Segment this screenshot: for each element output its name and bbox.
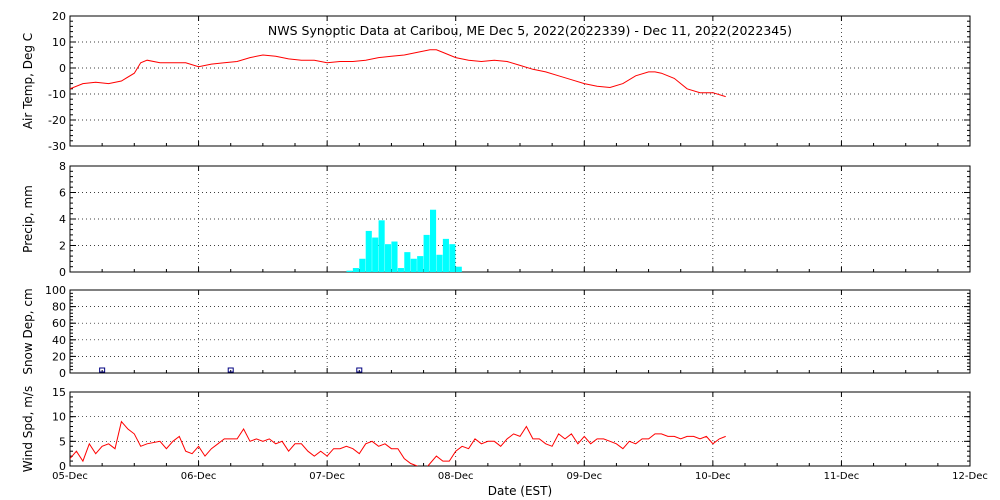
precip-marks (346, 209, 462, 272)
precip-ytick-label: 4 (59, 213, 66, 226)
snow-depth-ytick-label: 0 (59, 367, 66, 380)
air-temp-ytick-label: 20 (52, 10, 66, 23)
precip-bar (397, 268, 404, 272)
wind-speed-ytick-label: 5 (59, 435, 66, 448)
wind-speed-marks (70, 420, 726, 466)
snow-depth-point (356, 367, 363, 373)
snow-depth-ylabel: Snow Dep, cm (21, 288, 35, 374)
precip-bar (404, 252, 411, 272)
precip-ytick-label: 6 (59, 187, 66, 200)
precip-bar (449, 244, 456, 272)
x-tick-label: 07-Dec (309, 471, 345, 482)
x-tick-label: 05-Dec (52, 471, 88, 482)
precip-bar (455, 266, 462, 272)
precip-ytick-label: 8 (59, 160, 66, 173)
air-temp-ytick-label: 0 (59, 62, 66, 75)
x-axis-label: Date (EST) (488, 484, 552, 498)
wind-speed-ylabel: Wind Spd, m/s (21, 386, 35, 472)
snow-depth-ytick-label: 80 (52, 301, 66, 314)
precip-bar (359, 258, 366, 272)
precip-ytick-label: 2 (59, 240, 66, 253)
air-temp-ytick-label: -30 (48, 140, 66, 153)
precip-panel: 8 6 4 2 0 Precip, mm (21, 160, 971, 279)
precip-bar (410, 258, 417, 272)
wind-speed-ytick-label: 15 (52, 386, 66, 399)
chart-title: NWS Synoptic Data at Caribou, ME Dec 5, … (268, 23, 792, 38)
snow-depth-point (227, 367, 234, 373)
precip-bar (423, 234, 430, 272)
x-tick-label: 06-Dec (181, 471, 217, 482)
x-tick-label: 12-Dec (952, 471, 988, 482)
precip-bar (378, 220, 385, 272)
air-temp-panel: 20 10 0 -10 -20 -30 Air Temp, Deg C (21, 10, 971, 153)
wind-speed-ytick-label: 0 (59, 460, 66, 473)
snow-depth-ytick-label: 40 (52, 334, 66, 347)
air-temp-ytick-label: 10 (52, 36, 66, 49)
wind-speed-frame (69, 391, 971, 467)
precip-bar (436, 254, 443, 272)
air-temp-series-line (70, 49, 726, 98)
snow-depth-point (99, 367, 106, 373)
snow-depth-panel: 100 80 60 40 20 0 Snow Dep, cm (21, 284, 971, 380)
precip-bar (372, 237, 379, 272)
air-temp-ytick-label: -10 (48, 88, 66, 101)
air-temp-ytick-label: -20 (48, 114, 66, 127)
air-temp-marks (70, 49, 726, 98)
x-tick-label: 09-Dec (566, 471, 602, 482)
precip-bar (417, 256, 424, 272)
x-axis: 05-Dec 06-Dec 07-Dec 08-Dec 09-Dec 10-Dec 11-D… (52, 471, 988, 482)
snow-depth-ytick-label: 60 (52, 317, 66, 330)
snow-depth-ytick-label: 100 (45, 284, 66, 297)
snow-depth-ytick-label: 20 (52, 350, 66, 363)
snow-depth-marks (99, 367, 363, 373)
precip-bar (365, 230, 372, 272)
x-tick-label: 10-Dec (695, 471, 731, 482)
x-tick-label: 08-Dec (438, 471, 474, 482)
wind-speed-ytick-label: 10 (52, 411, 66, 424)
x-tick-label: 11-Dec (824, 471, 860, 482)
precip-bar (346, 270, 353, 272)
precip-bar (385, 244, 392, 272)
snow-depth-frame (69, 289, 971, 374)
precip-bar (352, 268, 359, 272)
precip-ytick-label: 0 (59, 266, 66, 279)
wind-speed-series-line (70, 420, 726, 466)
wind-speed-panel: 15 10 5 0 Wind Spd, m/s (21, 386, 971, 473)
precip-bar (391, 241, 398, 272)
precip-bar (442, 238, 449, 272)
air-temp-ylabel: Air Temp, Deg C (21, 33, 35, 129)
precip-bar (430, 209, 437, 272)
precip-ylabel: Precip, mm (21, 185, 35, 253)
